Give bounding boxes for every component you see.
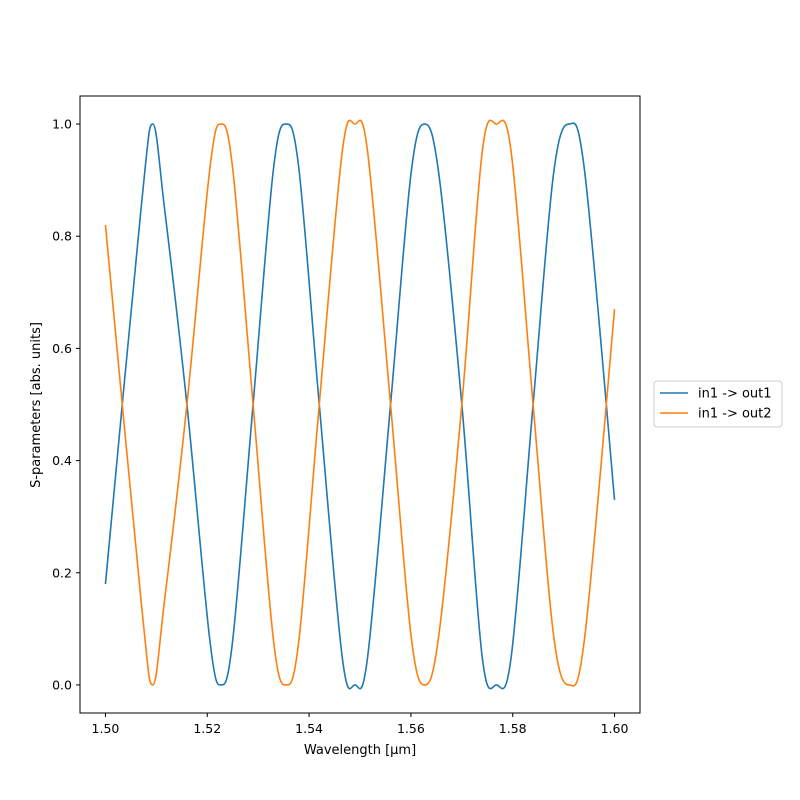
legend-label-out1: in1 -> out1 bbox=[698, 387, 772, 402]
x-tick-label: 1.60 bbox=[601, 721, 629, 736]
x-tick-label: 1.52 bbox=[193, 721, 221, 736]
axes bbox=[79, 95, 641, 714]
x-tick-label: 1.50 bbox=[92, 721, 120, 736]
x-tick-label: 1.54 bbox=[295, 721, 323, 736]
y-axis-ticks: 0.0 0.2 0.4 0.6 0.8 1.0 bbox=[52, 117, 80, 692]
series-line-out2 bbox=[104, 119, 616, 687]
y-tick-label: 0.2 bbox=[52, 565, 72, 580]
y-tick-label: 0.4 bbox=[52, 453, 72, 468]
y-tick-label: 0.8 bbox=[52, 229, 72, 244]
y-tick-label: 1.0 bbox=[52, 117, 72, 132]
x-tick-label: 1.58 bbox=[499, 721, 527, 736]
y-axis-label: S-parameters [abs. units] bbox=[29, 322, 44, 488]
x-axis-label: Wavelength [μm] bbox=[304, 743, 416, 758]
y-tick-label: 0.0 bbox=[52, 677, 72, 692]
legend: in1 -> out1 in1 -> out2 bbox=[653, 380, 783, 428]
series-lines bbox=[104, 119, 616, 690]
x-axis-ticks: 1.50 1.52 1.54 1.56 1.58 1.60 bbox=[92, 713, 629, 736]
series-line-out1 bbox=[104, 122, 616, 690]
x-tick-label: 1.56 bbox=[397, 721, 425, 736]
y-tick-label: 0.6 bbox=[52, 341, 72, 356]
legend-label-out2: in1 -> out2 bbox=[698, 407, 772, 422]
plot-area-frame bbox=[79, 95, 641, 714]
